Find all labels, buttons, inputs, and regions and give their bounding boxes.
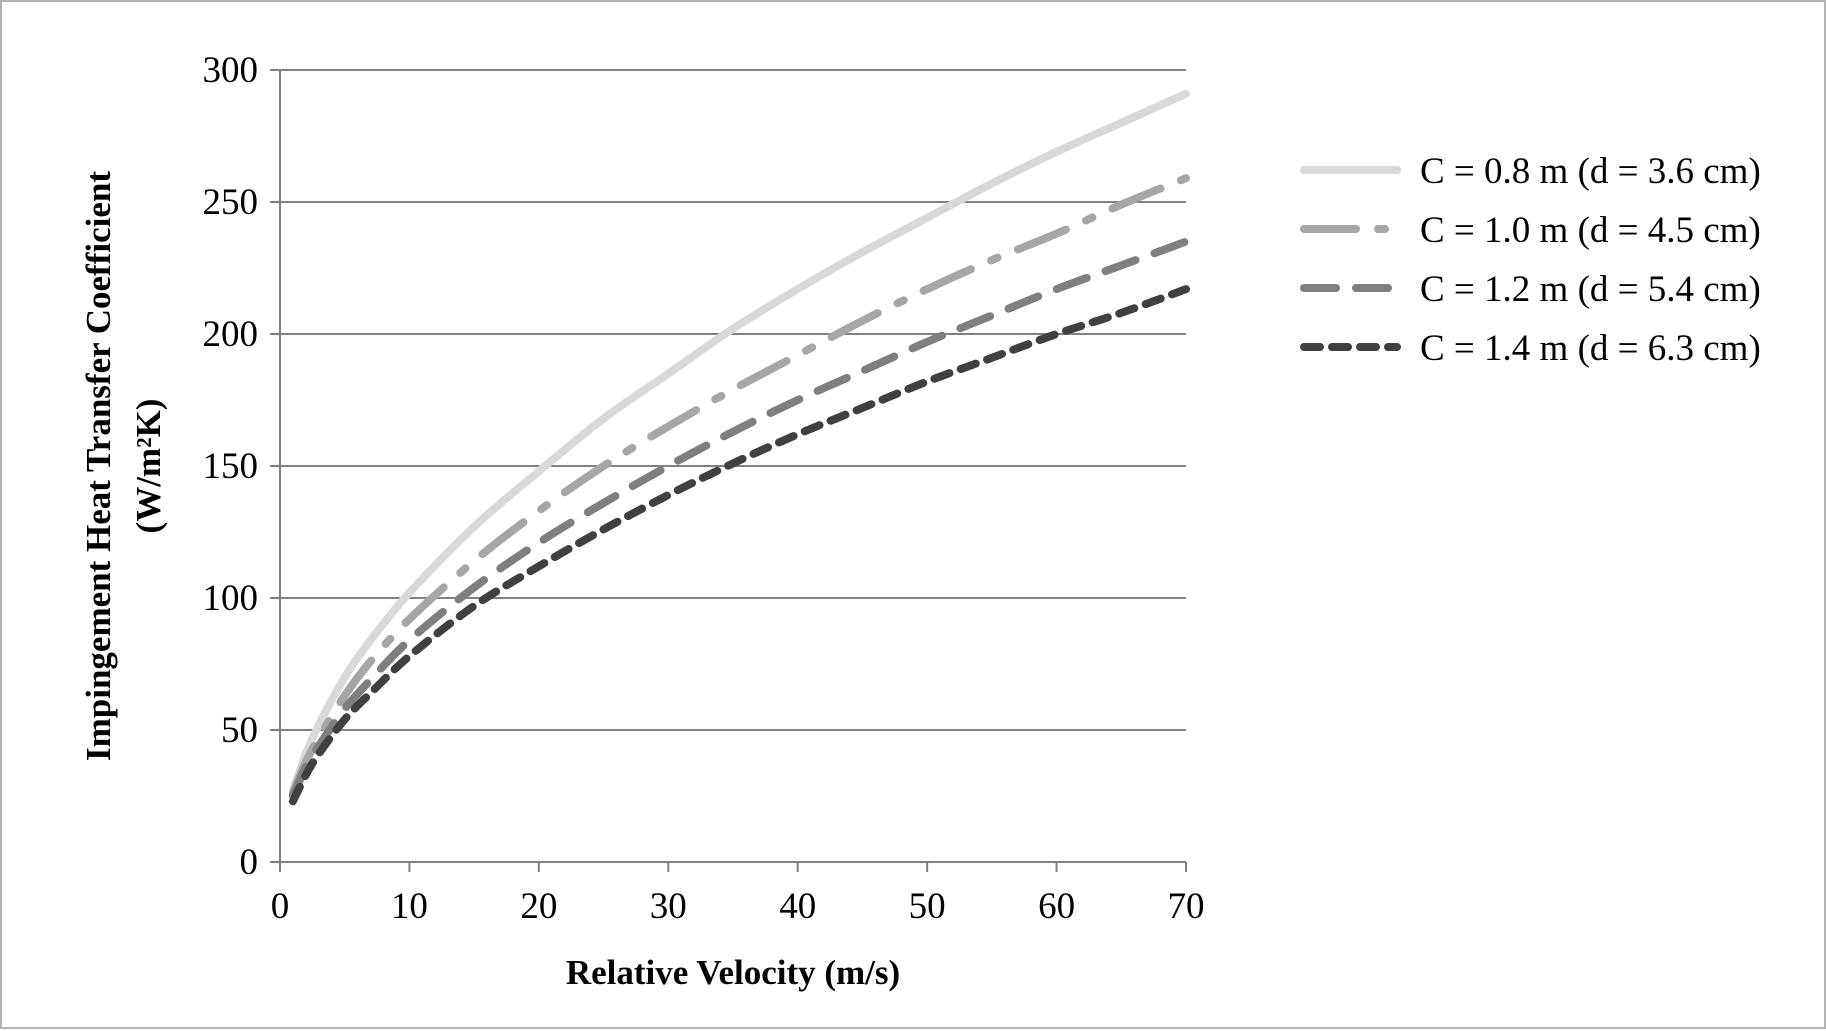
x-tick-label: 70 xyxy=(1168,886,1205,927)
x-tick-label: 60 xyxy=(1038,886,1075,927)
x-tick-label: 0 xyxy=(271,886,290,927)
y-tick-label: 150 xyxy=(203,446,259,487)
series-line-1 xyxy=(293,94,1186,791)
y-tick-label: 0 xyxy=(240,842,259,883)
legend-item-1: C = 0.8 m (d = 3.6 cm) xyxy=(1304,151,1761,192)
y-axis-title-line2: (W/m²K) xyxy=(129,399,168,534)
series-line-4 xyxy=(293,289,1186,801)
legend-item-4: C = 1.4 m (d = 6.3 cm) xyxy=(1304,328,1761,369)
legend-item-3: C = 1.2 m (d = 5.4 cm) xyxy=(1304,269,1761,310)
plot-series xyxy=(293,94,1186,802)
legend-label: C = 1.2 m (d = 5.4 cm) xyxy=(1420,269,1761,310)
y-axis-ticks: 0 50 100 150 200 250 300 xyxy=(203,50,281,883)
x-tick-label: 30 xyxy=(650,886,687,927)
y-tick-label: 200 xyxy=(203,314,259,355)
legend-label: C = 1.4 m (d = 6.3 cm) xyxy=(1420,328,1761,369)
y-tick-label: 250 xyxy=(203,182,259,223)
legend-item-2: C = 1.0 m (d = 4.5 cm) xyxy=(1304,210,1761,251)
y-axis-title-line1: Impingement Heat Transfer Coefficient xyxy=(79,171,118,761)
x-tick-label: 20 xyxy=(520,886,557,927)
x-tick-label: 10 xyxy=(391,886,428,927)
y-tick-label: 50 xyxy=(221,710,258,751)
x-axis-title: Relative Velocity (m/s) xyxy=(566,953,900,992)
x-tick-label: 50 xyxy=(909,886,946,927)
legend-label: C = 1.0 m (d = 4.5 cm) xyxy=(1420,210,1761,251)
y-tick-label: 100 xyxy=(203,578,259,619)
y-tick-label: 300 xyxy=(203,50,259,91)
legend-label: C = 0.8 m (d = 3.6 cm) xyxy=(1420,151,1761,192)
legend: C = 0.8 m (d = 3.6 cm) C = 1.0 m (d = 4.5… xyxy=(1304,151,1761,369)
series-line-2 xyxy=(293,178,1186,793)
x-axis-ticks: 0 10 20 30 40 50 60 70 xyxy=(271,862,1205,927)
x-tick-label: 40 xyxy=(779,886,816,927)
